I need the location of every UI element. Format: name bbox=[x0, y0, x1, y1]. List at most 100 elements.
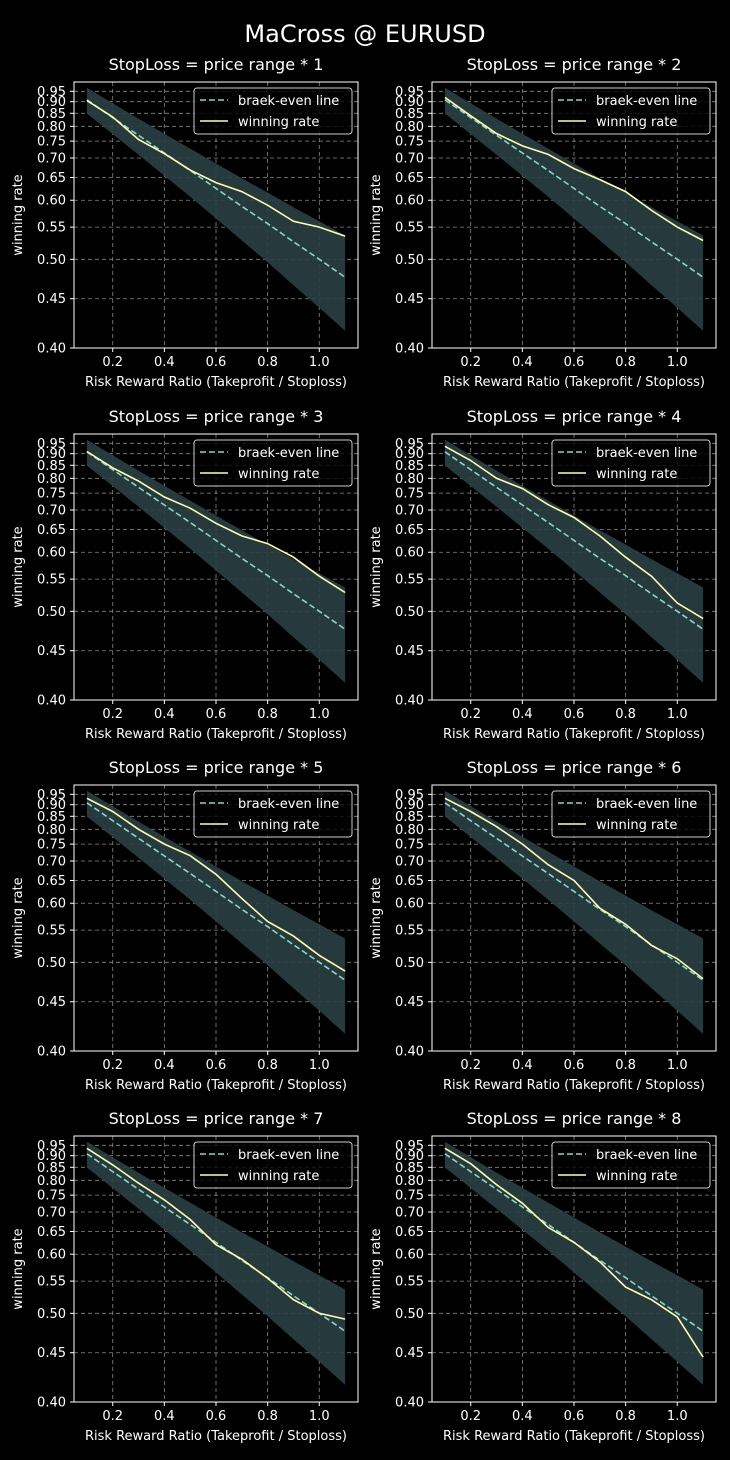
subplot-1: StopLoss = price range * 1 0.2 0.4 0.6 0.8 1.… bbox=[11, 55, 359, 390]
y-tick-label: 0.60 bbox=[37, 546, 66, 561]
y-tick-label: 0.75 bbox=[395, 838, 424, 853]
y-tick-label: 0.95 bbox=[37, 85, 66, 100]
subplot-3: StopLoss = price range * 3 0.2 0.4 0.6 0.8 1.… bbox=[11, 407, 359, 742]
y-tick-label: 0.40 bbox=[395, 694, 424, 709]
x-tick-label: 0.4 bbox=[512, 1058, 533, 1073]
x-tick-label: 0.4 bbox=[154, 1409, 175, 1424]
y-tick-label: 0.95 bbox=[395, 437, 424, 452]
y-tick-label: 0.40 bbox=[37, 694, 66, 709]
x-tick-label: 0.6 bbox=[206, 1409, 227, 1424]
confidence-band bbox=[86, 87, 346, 331]
x-tick-label: 0.4 bbox=[154, 355, 175, 370]
y-tick-label: 0.85 bbox=[37, 810, 66, 825]
x-tick-label: 1.0 bbox=[667, 707, 688, 722]
x-tick-label: 1.0 bbox=[667, 1058, 688, 1073]
confidence-band bbox=[444, 87, 704, 331]
legend: braek-even line winning rate bbox=[193, 439, 353, 487]
subplot-5: StopLoss = price range * 5 0.2 0.4 0.6 0.8 1.… bbox=[11, 758, 359, 1093]
y-tick-label: 0.90 bbox=[37, 95, 66, 110]
x-tick-label: 0.2 bbox=[460, 707, 481, 722]
winning-rate-line bbox=[444, 96, 704, 242]
winning-rate-line bbox=[444, 797, 704, 980]
y-tick-label: 0.65 bbox=[395, 523, 424, 538]
x-axis-label: Risk Reward Ratio (Takeprofit / Stoploss… bbox=[85, 727, 347, 742]
winning-rate-line bbox=[444, 1147, 704, 1358]
y-tick-label: 0.45 bbox=[395, 644, 424, 659]
y-axis-label: winning rate bbox=[369, 1228, 384, 1309]
legend-box bbox=[193, 87, 353, 135]
subplot-title: StopLoss = price range * 2 bbox=[467, 55, 682, 74]
y-tick-label: 0.65 bbox=[395, 171, 424, 186]
y-tick-label: 0.50 bbox=[37, 1307, 66, 1322]
y-tick-label: 0.90 bbox=[395, 1149, 424, 1164]
subplot-title: StopLoss = price range * 6 bbox=[467, 758, 682, 777]
y-tick-label: 0.50 bbox=[395, 605, 424, 620]
legend-label-winning: winning rate bbox=[596, 467, 677, 482]
y-tick-label: 0.45 bbox=[395, 1346, 424, 1361]
y-tick-label: 0.55 bbox=[37, 221, 66, 236]
legend: braek-even line winning rate bbox=[193, 790, 353, 838]
winning-rate-line bbox=[444, 445, 704, 620]
y-tick-label: 0.40 bbox=[395, 1045, 424, 1060]
winning-rate-line bbox=[86, 99, 346, 237]
subplot-title: StopLoss = price range * 4 bbox=[467, 407, 682, 426]
y-axis-label: winning rate bbox=[369, 877, 384, 958]
legend: braek-even line winning rate bbox=[193, 87, 353, 135]
subplot-2: StopLoss = price range * 2 0.2 0.4 0.6 0.8 1.… bbox=[369, 55, 717, 390]
legend-box bbox=[551, 1141, 711, 1189]
figure-title: MaCross @ EURUSD bbox=[244, 20, 486, 48]
x-tick-label: 0.2 bbox=[102, 1058, 123, 1073]
y-tick-label: 0.40 bbox=[37, 1045, 66, 1060]
legend-box bbox=[551, 790, 711, 838]
y-tick-label: 0.45 bbox=[37, 644, 66, 659]
y-tick-label: 0.95 bbox=[37, 788, 66, 803]
y-tick-label: 0.70 bbox=[37, 1206, 66, 1221]
y-tick-label: 0.80 bbox=[37, 1174, 66, 1189]
y-tick-label: 0.55 bbox=[395, 221, 424, 236]
y-tick-label: 0.95 bbox=[395, 85, 424, 100]
y-tick-label: 0.85 bbox=[37, 459, 66, 474]
legend-label-winning: winning rate bbox=[596, 818, 677, 833]
y-tick-label: 0.45 bbox=[37, 292, 66, 307]
legend-label-winning: winning rate bbox=[238, 818, 319, 833]
y-tick-label: 0.75 bbox=[37, 135, 66, 150]
y-tick-label: 0.85 bbox=[395, 459, 424, 474]
y-tick-label: 0.45 bbox=[37, 995, 66, 1010]
legend: braek-even line winning rate bbox=[551, 439, 711, 487]
y-tick-label: 0.80 bbox=[395, 120, 424, 135]
subplot-8: StopLoss = price range * 8 0.2 0.4 0.6 0.8 1.… bbox=[369, 1109, 717, 1444]
y-tick-label: 0.55 bbox=[395, 1275, 424, 1290]
y-tick-label: 0.65 bbox=[37, 1225, 66, 1240]
y-tick-label: 0.80 bbox=[37, 823, 66, 838]
y-tick-label: 0.55 bbox=[37, 924, 66, 939]
y-tick-label: 0.95 bbox=[37, 437, 66, 452]
legend: braek-even line winning rate bbox=[551, 1141, 711, 1189]
y-tick-label: 0.60 bbox=[395, 1248, 424, 1263]
y-tick-label: 0.70 bbox=[37, 855, 66, 870]
legend-box bbox=[551, 87, 711, 135]
legend-label-winning: winning rate bbox=[238, 1169, 319, 1184]
y-tick-label: 0.70 bbox=[395, 504, 424, 519]
breakeven-line bbox=[444, 99, 704, 278]
x-tick-label: 1.0 bbox=[309, 707, 330, 722]
legend-label-winning: winning rate bbox=[596, 115, 677, 130]
legend-label-breakeven: braek-even line bbox=[596, 94, 697, 109]
x-tick-label: 0.8 bbox=[257, 707, 278, 722]
y-tick-label: 0.75 bbox=[37, 838, 66, 853]
legend: braek-even line winning rate bbox=[551, 87, 711, 135]
y-tick-label: 0.80 bbox=[395, 1174, 424, 1189]
x-tick-label: 1.0 bbox=[309, 1409, 330, 1424]
y-tick-label: 0.45 bbox=[395, 995, 424, 1010]
y-tick-label: 0.90 bbox=[395, 95, 424, 110]
confidence-band bbox=[86, 790, 346, 1034]
y-tick-label: 0.85 bbox=[37, 1161, 66, 1176]
y-tick-label: 0.80 bbox=[37, 472, 66, 487]
y-tick-label: 0.50 bbox=[395, 1307, 424, 1322]
x-tick-label: 0.8 bbox=[615, 707, 636, 722]
subplot-title: StopLoss = price range * 5 bbox=[109, 758, 324, 777]
y-tick-label: 0.85 bbox=[395, 810, 424, 825]
x-tick-label: 0.8 bbox=[257, 1058, 278, 1073]
y-tick-label: 0.80 bbox=[37, 120, 66, 135]
y-tick-label: 0.75 bbox=[37, 1189, 66, 1204]
x-tick-label: 0.6 bbox=[564, 355, 585, 370]
